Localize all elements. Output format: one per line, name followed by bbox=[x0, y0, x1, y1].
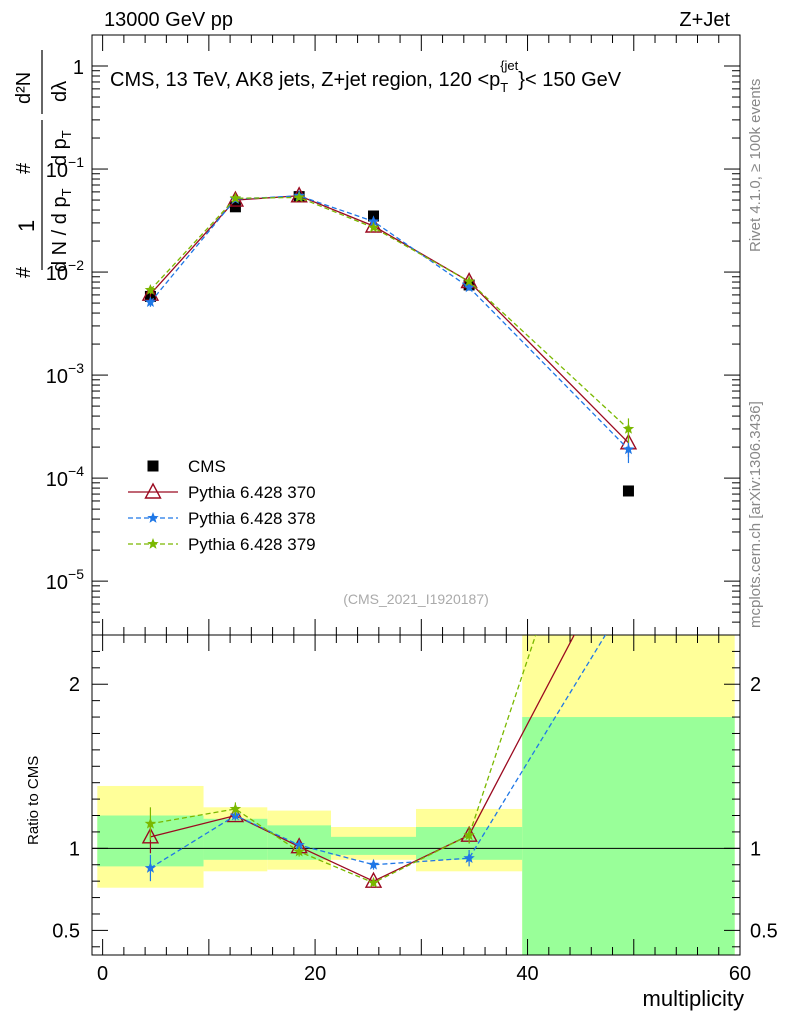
main-ylabel: 1 # d N / d pT # d²N d pT dλ bbox=[13, 50, 74, 278]
ratio-uncertainty-bands bbox=[92, 635, 740, 955]
ylabel-one: 1 bbox=[14, 220, 39, 232]
xtick-label-2: 40 bbox=[516, 963, 538, 985]
main-title: CMS, 13 TeV, AK8 jets, Z+jet region, 120… bbox=[110, 58, 622, 95]
rivet-version-label: Rivet 4.1.0, ≥ 100k events bbox=[747, 79, 764, 252]
xtick-label-1: 20 bbox=[304, 963, 326, 985]
ratio-point-0-5 bbox=[621, 524, 636, 538]
ratio-point-1-3 bbox=[367, 858, 380, 870]
main-line-1 bbox=[149, 195, 629, 444]
xtick-label-3: 60 bbox=[729, 963, 751, 985]
legend-marker-0 bbox=[147, 460, 159, 472]
band-green-5 bbox=[522, 717, 735, 955]
main-point-3-0 bbox=[144, 284, 157, 295]
ratio-point-0-0 bbox=[141, 827, 160, 844]
ytick-label-ratio-0: 0.5 bbox=[52, 920, 80, 942]
ylabel-d2n: d²N bbox=[13, 72, 35, 104]
ylabel-dlambda: dλ bbox=[49, 81, 71, 102]
ratio-point-1-5 bbox=[623, 591, 634, 602]
ytick-label-ratio-2: 2 bbox=[69, 674, 80, 696]
ytick-label-ratio-right-2: 2 bbox=[750, 674, 761, 696]
main-point-3-2 bbox=[293, 191, 305, 203]
ratio-point-1-4 bbox=[463, 852, 475, 863]
header-process: Z+Jet bbox=[679, 9, 730, 31]
legend-label-3: Pythia 6.428 379 bbox=[188, 535, 316, 554]
ratio-point-0-3 bbox=[364, 871, 383, 888]
main-point-0-1 bbox=[229, 201, 241, 213]
legend: CMS Pythia 6.428 370 Pythia 6.428 378 Pythi… bbox=[128, 457, 316, 554]
ratio-point-2-2 bbox=[293, 845, 305, 857]
ylabel-hash-2: # bbox=[13, 162, 35, 174]
legend-marker-1 bbox=[144, 482, 162, 499]
ratio-point-2-5 bbox=[623, 350, 634, 361]
x-axis-label: multiplicity bbox=[643, 986, 744, 1011]
ratio-point-1-0 bbox=[144, 862, 157, 873]
ratio-frame bbox=[91, 634, 741, 956]
ratio-point-2-4 bbox=[463, 829, 475, 841]
main-point-2-5 bbox=[622, 443, 635, 455]
ratio-line-0 bbox=[150, 635, 575, 882]
ytick-label-ratio-right-1: 1 bbox=[750, 838, 761, 860]
main-line-2 bbox=[149, 195, 629, 450]
ytick-label-ratio-right-0: 0.5 bbox=[750, 920, 778, 942]
ytick-label-main-4: 10−4 bbox=[46, 463, 84, 491]
legend-marker-2 bbox=[147, 512, 159, 523]
ytick-label-main-2: 10−2 bbox=[46, 257, 84, 285]
main-point-2-4 bbox=[463, 281, 475, 293]
ratio-series-layer bbox=[141, 350, 636, 888]
main-point-3-3 bbox=[367, 221, 380, 233]
ylabel-dn-dpt: d N / d pT bbox=[49, 188, 74, 272]
analysis-tag: (CMS_2021_I1920187) bbox=[343, 591, 489, 607]
xtick-label-0: 0 bbox=[97, 963, 108, 985]
main-point-3-1 bbox=[229, 192, 242, 204]
ytick-label-ratio-1: 1 bbox=[69, 838, 80, 860]
ytick-label-main-5: 10−5 bbox=[46, 566, 84, 594]
legend-label-0: CMS bbox=[188, 457, 226, 476]
band-green-1 bbox=[203, 818, 268, 860]
ratio-line-1 bbox=[150, 635, 607, 869]
ratio-point-2-0 bbox=[144, 817, 157, 829]
main-point-2-3 bbox=[367, 215, 380, 227]
ytick-label-main-0: 1 bbox=[73, 57, 84, 79]
main-point-0-5 bbox=[622, 485, 634, 497]
main-title-sub: T bbox=[500, 80, 508, 95]
ylabel-dpt: d pT bbox=[49, 130, 74, 166]
ratio-point-2-1 bbox=[229, 802, 242, 814]
ytick-label-main-3: 10−3 bbox=[46, 360, 84, 388]
legend-marker-3 bbox=[147, 538, 159, 549]
ytick-label-main-1: 10−1 bbox=[46, 154, 84, 182]
main-point-3-4 bbox=[463, 275, 475, 287]
legend-label-1: Pythia 6.428 370 bbox=[188, 483, 316, 502]
main-series-layer bbox=[141, 186, 638, 497]
ratio-ylabel: Ratio to CMS bbox=[25, 756, 42, 845]
main-title-post: }< 150 GeV bbox=[518, 69, 622, 91]
ratio-point-1-2 bbox=[293, 839, 305, 850]
main-title-sup: {jet bbox=[500, 58, 518, 73]
legend-label-2: Pythia 6.428 378 bbox=[188, 509, 316, 528]
axis-ticks: 1 10−1 10−2 10−3 10−4 10−5 0 20 40 60 0.5 0.5 1 1 2 2 bbox=[46, 34, 778, 985]
main-line-3 bbox=[149, 196, 629, 430]
header-energy: 13000 GeV pp bbox=[104, 9, 233, 31]
main-point-3-5 bbox=[622, 423, 635, 434]
ratio-line-2 bbox=[150, 635, 537, 884]
ylabel-hash-1: # bbox=[13, 266, 35, 278]
mcplots-label: mcplots.cern.ch [arXiv:1306.3436] bbox=[747, 401, 764, 628]
main-point-1-3 bbox=[364, 216, 383, 233]
band-green-3 bbox=[331, 836, 416, 855]
main-title-pre: CMS, 13 TeV, AK8 jets, Z+jet region, 120… bbox=[110, 69, 500, 91]
main-point-2-0 bbox=[144, 296, 157, 307]
ratio-point-2-3 bbox=[367, 876, 380, 888]
